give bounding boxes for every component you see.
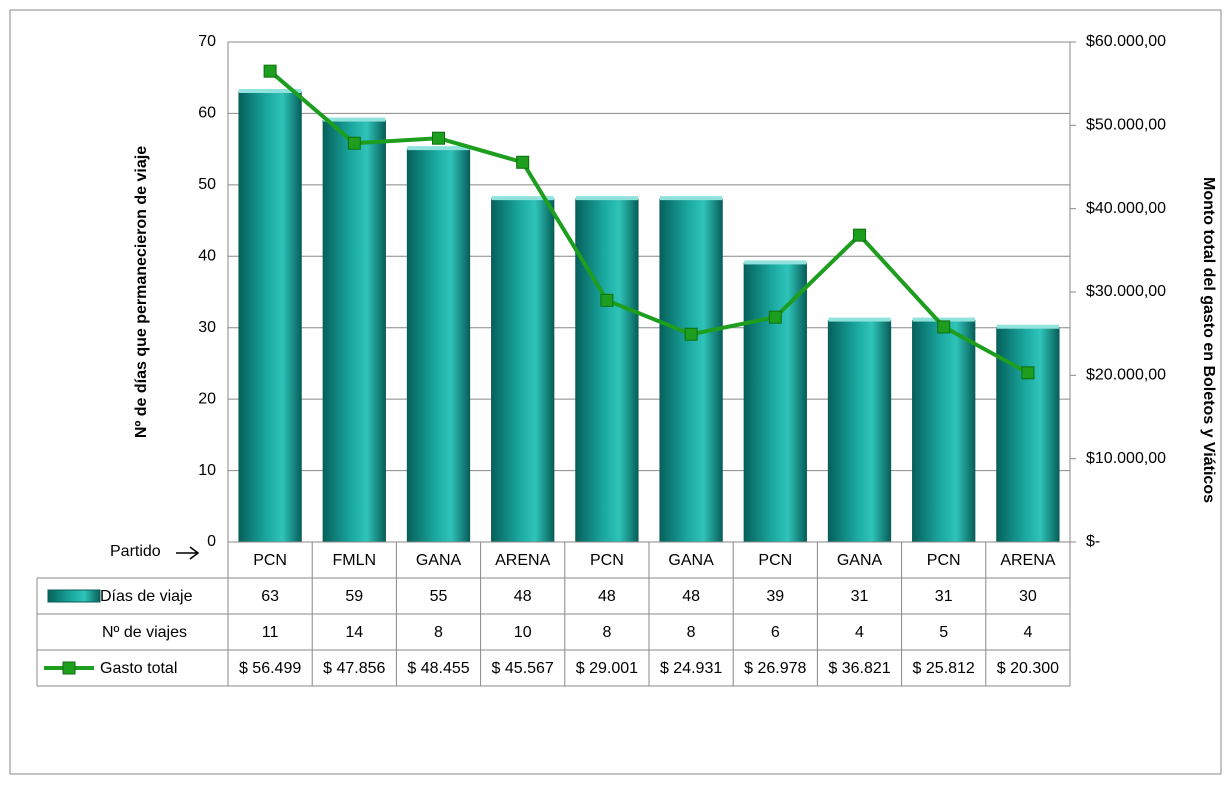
- table-cell: 8: [434, 624, 443, 641]
- x-tick-label: PCN: [590, 552, 624, 569]
- legend-label: Días de viaje: [100, 588, 193, 605]
- bar-top: [238, 89, 302, 93]
- table-cell: $ 26.978: [744, 660, 806, 677]
- line-marker: [516, 155, 530, 169]
- bar-top: [659, 196, 723, 201]
- y2-tick-label: $30.000,00: [1086, 283, 1166, 300]
- x-tick-label: GANA: [837, 552, 883, 569]
- y2-tick-label: $-: [1086, 533, 1100, 550]
- arrow: [176, 546, 200, 560]
- legend-label: Nº de viajes: [102, 624, 187, 641]
- bar: [575, 198, 639, 543]
- y-axis-title: Nº de días que permanecieron de viaje: [133, 146, 150, 438]
- table-cell: 14: [345, 624, 363, 641]
- table-cell: $ 47.856: [323, 660, 385, 677]
- bar: [238, 91, 302, 543]
- table-cell: 5: [939, 624, 948, 641]
- bar: [743, 262, 807, 543]
- table-cell: $ 56.499: [239, 660, 301, 677]
- table-cell: 11: [262, 624, 279, 641]
- table-cell: 48: [598, 588, 616, 605]
- x-tick-label: PCN: [758, 552, 792, 569]
- y2-tick-label: $50.000,00: [1086, 117, 1166, 134]
- table-cell: $ 25.812: [913, 660, 975, 677]
- table-cell: 39: [766, 588, 784, 605]
- line-marker: [1021, 366, 1035, 380]
- bar: [827, 320, 892, 543]
- table-cell: 4: [1023, 624, 1032, 641]
- table-cell: $ 24.931: [660, 660, 722, 677]
- line-marker: [347, 136, 361, 150]
- x-tick-label: GANA: [416, 552, 462, 569]
- table-cell: $ 29.001: [576, 660, 638, 677]
- line-marker: [263, 64, 277, 78]
- bar: [912, 320, 976, 543]
- bar: [322, 120, 386, 543]
- x-tick-label: PCN: [253, 552, 287, 569]
- y-tick-label: 30: [198, 319, 216, 336]
- table-cell: 30: [1019, 588, 1037, 605]
- line-marker: [768, 310, 782, 324]
- table-cell: 6: [771, 624, 780, 641]
- bar: [659, 198, 723, 543]
- legend-marker: [62, 661, 76, 675]
- bar-top: [323, 117, 386, 122]
- y2-tick-label: $40.000,00: [1086, 200, 1166, 217]
- table-cell: $ 36.821: [828, 660, 890, 677]
- table-cell: 31: [851, 588, 869, 605]
- y-tick-label: 0: [207, 533, 216, 550]
- x-tick-label: FMLN: [333, 552, 377, 569]
- line-marker: [937, 320, 951, 334]
- bar-top: [912, 317, 975, 322]
- bar-top: [407, 146, 470, 151]
- x-tick-label: GANA: [668, 552, 714, 569]
- table-cell: 31: [935, 588, 953, 605]
- y2-axis-title: Monto total del gasto en Boletos y Viáti…: [1200, 177, 1217, 503]
- bar-top: [575, 196, 639, 201]
- line-marker: [600, 293, 614, 307]
- table-cell: 59: [345, 588, 363, 605]
- table-cell: $ 20.300: [997, 660, 1059, 677]
- y2-tick-label: $10.000,00: [1086, 450, 1166, 467]
- bar: [491, 198, 555, 543]
- bar: [406, 148, 471, 543]
- table-cell: 8: [687, 624, 696, 641]
- table-cell: 48: [682, 588, 700, 605]
- y2-tick-label: $20.000,00: [1086, 367, 1166, 384]
- y-tick-label: 40: [198, 248, 216, 265]
- y-tick-label: 60: [198, 105, 216, 122]
- table-cell: 4: [855, 624, 864, 641]
- bar-top: [491, 196, 554, 201]
- x-tick-label: ARENA: [1000, 552, 1055, 569]
- bar-top: [744, 260, 807, 265]
- legend-label: Gasto total: [100, 660, 177, 677]
- table-cell: $ 45.567: [492, 660, 554, 677]
- table-cell: 63: [261, 588, 279, 605]
- line: [268, 69, 1029, 375]
- table-cell: 10: [514, 624, 532, 641]
- x-axis-title: Partido: [110, 543, 161, 560]
- x-tick-label: ARENA: [495, 552, 550, 569]
- line-marker: [684, 327, 698, 341]
- line-marker: [853, 228, 866, 242]
- bar-top: [828, 317, 891, 322]
- table-cell: 55: [430, 588, 448, 605]
- y-tick-label: 70: [198, 33, 216, 50]
- table-cell: $ 48.455: [407, 660, 469, 677]
- y-tick-label: 20: [198, 390, 216, 407]
- table-cell: 48: [514, 588, 532, 605]
- legend-swatch: [47, 589, 101, 603]
- y-tick-label: 10: [198, 462, 216, 479]
- bar-top: [996, 324, 1060, 329]
- y-tick-label: 50: [198, 176, 216, 193]
- y2-tick-label: $60.000,00: [1086, 33, 1166, 50]
- line-marker: [432, 131, 445, 145]
- x-tick-label: PCN: [927, 552, 961, 569]
- table-cell: 8: [602, 624, 611, 641]
